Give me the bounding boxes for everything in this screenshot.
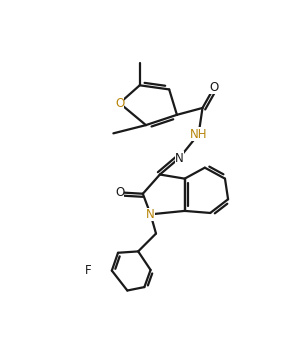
- Text: N: N: [175, 151, 184, 165]
- Text: N: N: [146, 208, 155, 221]
- Text: O: O: [115, 97, 124, 110]
- Text: O: O: [210, 81, 219, 94]
- Text: F: F: [85, 264, 92, 277]
- Text: O: O: [115, 186, 124, 199]
- Text: NH: NH: [190, 127, 208, 141]
